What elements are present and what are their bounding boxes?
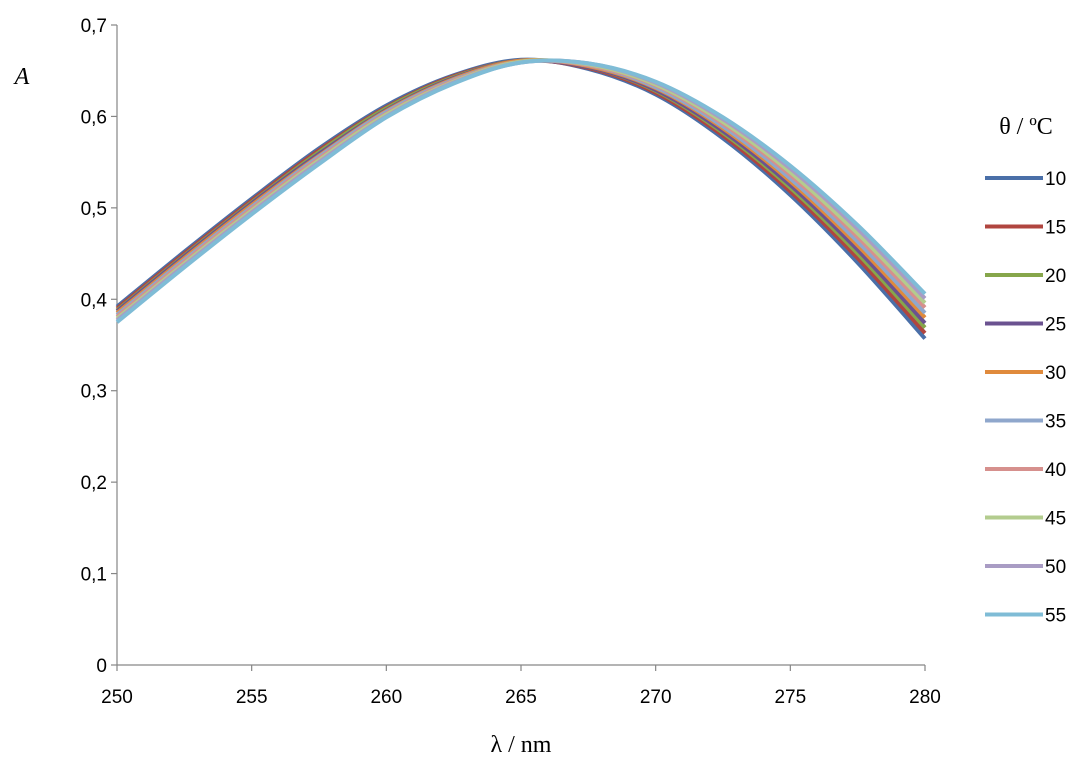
x-tick-label: 265 <box>505 687 537 708</box>
series-line-40 <box>115 58 927 319</box>
legend-label-35: 35 <box>1045 412 1066 433</box>
y-tick-label: 0,7 <box>81 16 107 37</box>
legend-label-10: 10 <box>1045 169 1066 190</box>
legend: θ / ºC 10 15 20 25 30 35 40 45 50 55 <box>985 114 1066 627</box>
legend-label-25: 25 <box>1045 315 1066 336</box>
x-tick-label: 280 <box>909 687 941 708</box>
legend-label-15: 15 <box>1045 218 1066 239</box>
y-tick-label: 0,1 <box>81 565 107 586</box>
legend-title: θ / ºC <box>999 114 1053 140</box>
x-axis-title: λ / nm <box>491 732 552 758</box>
ticks: 0 0,1 0,2 0,3 0,4 0,5 0,6 0,7 250 255 260 265 270 275… <box>81 16 941 708</box>
y-tick-label: 0,6 <box>81 107 107 128</box>
x-tick-label: 260 <box>370 687 402 708</box>
legend-label-20: 20 <box>1045 266 1066 287</box>
axes <box>116 25 925 666</box>
y-tick-label: 0,5 <box>81 199 107 220</box>
y-tick-label: 0,3 <box>81 382 107 403</box>
x-tick-label: 250 <box>101 687 133 708</box>
x-tick-label: 255 <box>236 687 268 708</box>
x-tick-label: 275 <box>774 687 806 708</box>
y-axis-title: A <box>13 64 30 90</box>
series-layer <box>115 57 927 340</box>
legend-label-30: 30 <box>1045 363 1066 384</box>
legend-label-55: 55 <box>1045 606 1066 627</box>
legend-label-50: 50 <box>1045 557 1066 578</box>
legend-label-45: 45 <box>1045 509 1066 530</box>
y-tick-label: 0 <box>96 656 107 677</box>
y-tick-label: 0,4 <box>81 290 108 311</box>
y-tick-label: 0,2 <box>81 473 107 494</box>
x-tick-label: 270 <box>640 687 672 708</box>
series-line-55 <box>115 58 927 324</box>
legend-label-40: 40 <box>1045 460 1066 481</box>
